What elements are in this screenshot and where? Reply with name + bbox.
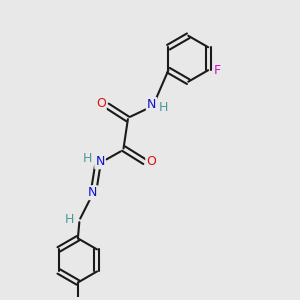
Text: N: N (147, 98, 156, 111)
Text: N: N (88, 186, 97, 199)
Text: H: H (83, 152, 92, 165)
Text: H: H (159, 101, 169, 114)
Text: H: H (65, 213, 75, 226)
Text: O: O (146, 155, 156, 168)
Text: O: O (96, 97, 106, 110)
Text: N: N (95, 155, 105, 168)
Text: F: F (214, 64, 221, 77)
